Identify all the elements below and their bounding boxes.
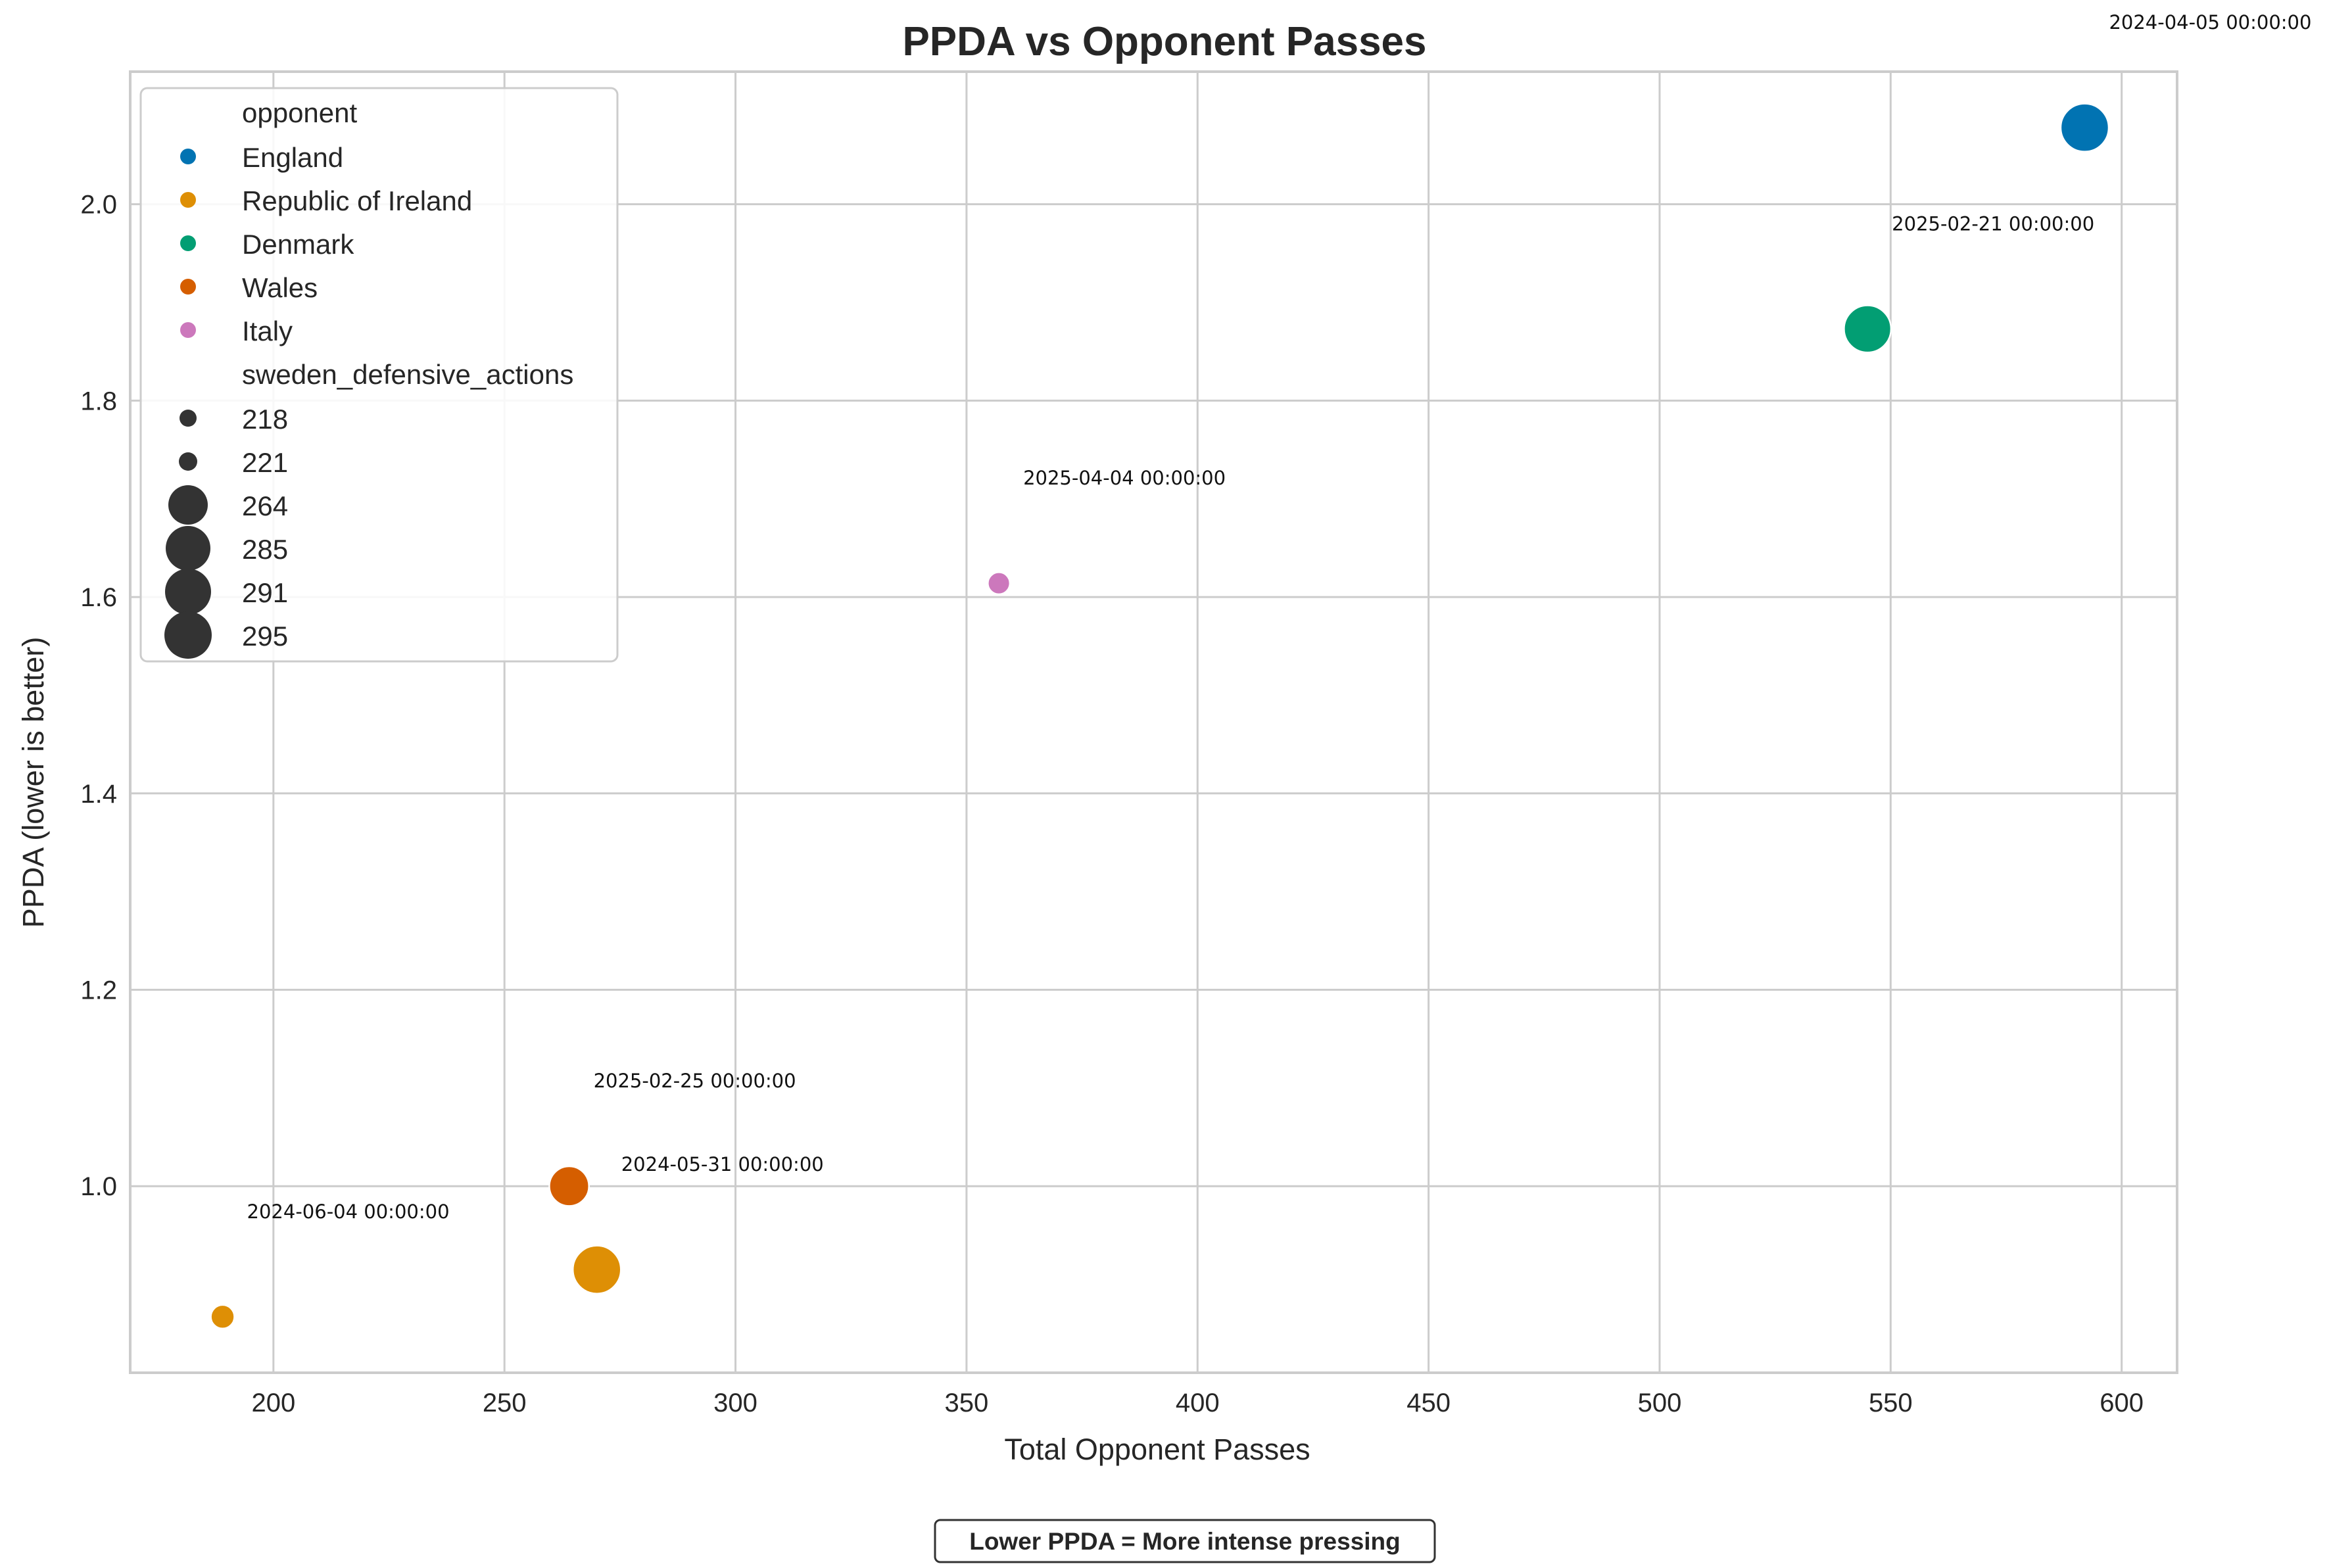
legend-size-marker: [164, 611, 212, 659]
y-tick-label: 1.0: [80, 1172, 117, 1201]
y-axis-label: PPDA (lower is better): [16, 637, 50, 928]
legend-hue-marker: [180, 279, 196, 295]
x-tick-label: 400: [1176, 1389, 1220, 1417]
point-date-annotation: 2024-06-04 00:00:00: [247, 1200, 450, 1223]
legend-size-items: 218 221 264 285 291 295: [164, 404, 288, 659]
scatter-point: [571, 1245, 622, 1295]
x-axis-ticks: 200 250 300 350 400 450 500 550 600: [251, 1389, 2144, 1417]
point-date-annotation: 2024-04-05 00:00:00: [2109, 11, 2311, 34]
legend-size-marker: [179, 452, 197, 471]
x-tick-label: 500: [1638, 1389, 1682, 1417]
legend-hue-marker: [180, 322, 196, 338]
scatter-point: [210, 1304, 235, 1330]
y-tick-label: 2.0: [80, 191, 117, 220]
scatter-point: [548, 1165, 590, 1207]
x-tick-label: 200: [251, 1389, 295, 1417]
point-date-annotation: 2025-02-25 00:00:00: [594, 1070, 796, 1092]
pressing-note: Lower PPDA = More intense pressing: [934, 1519, 1436, 1563]
legend-hue-label: Republic of Ireland: [242, 185, 472, 216]
y-axis-ticks: 1.0 1.2 1.4 1.6 1.8 2.0: [80, 191, 117, 1202]
x-axis-label: Total Opponent Passes: [1004, 1433, 1310, 1466]
legend-size-label: 221: [242, 447, 288, 478]
x-tick-label: 600: [2100, 1389, 2144, 1417]
y-tick-label: 1.8: [80, 387, 117, 416]
y-tick-label: 1.2: [80, 976, 117, 1005]
legend-size-marker: [168, 485, 208, 525]
legend-size-label: 218: [242, 404, 288, 435]
legend-hue-items: England Republic of Ireland Denmark Wales It…: [180, 142, 472, 346]
x-tick-label: 300: [713, 1389, 757, 1417]
pressing-note-box: [934, 1519, 1436, 1563]
legend-hue-marker: [180, 149, 196, 164]
scatter-point: [2059, 103, 2110, 153]
data-points: [210, 103, 2110, 1330]
legend-hue-label: Wales: [242, 272, 318, 303]
x-tick-label: 550: [1869, 1389, 1913, 1417]
x-tick-label: 450: [1406, 1389, 1451, 1417]
legend-size-label: 285: [242, 534, 288, 565]
legend-hue-label: England: [242, 142, 343, 173]
plot-frame: [129, 70, 2178, 1374]
scatter-point: [1843, 304, 1892, 354]
legend-hue-marker: [180, 192, 196, 208]
legend-size-title: sweden_defensive_actions: [242, 359, 573, 390]
y-tick-label: 1.6: [80, 583, 117, 612]
legend: opponent England Republic of Ireland Denma…: [139, 87, 619, 663]
legend-hue-title: opponent: [242, 97, 358, 128]
legend-box: [139, 87, 619, 663]
legend-size-marker: [165, 569, 211, 615]
grid-lines: [130, 72, 2177, 1373]
y-tick-label: 1.4: [80, 780, 117, 809]
legend-size-marker: [166, 526, 210, 571]
chart-title: PPDA vs Opponent Passes: [902, 19, 1426, 64]
legend-size-label: 291: [242, 577, 288, 608]
x-tick-label: 350: [945, 1389, 989, 1417]
x-tick-label: 250: [483, 1389, 527, 1417]
legend-hue-label: Denmark: [242, 229, 354, 260]
point-date-annotation: 2024-05-31 00:00:00: [621, 1153, 824, 1176]
point-annotations: 2024-04-05 00:00:00 2025-02-21 00:00:00 20…: [247, 11, 2312, 1223]
legend-hue-marker: [180, 235, 196, 251]
legend-size-marker: [180, 410, 197, 427]
legend-size-label: 264: [242, 490, 288, 521]
scatter-point: [987, 571, 1011, 596]
point-date-annotation: 2025-02-21 00:00:00: [1892, 212, 2094, 235]
pressing-note-text: Lower PPDA = More intense pressing: [969, 1528, 1401, 1555]
point-date-annotation: 2025-04-04 00:00:00: [1023, 467, 1226, 489]
legend-size-label: 295: [242, 621, 288, 652]
legend-hue-label: Italy: [242, 316, 293, 346]
